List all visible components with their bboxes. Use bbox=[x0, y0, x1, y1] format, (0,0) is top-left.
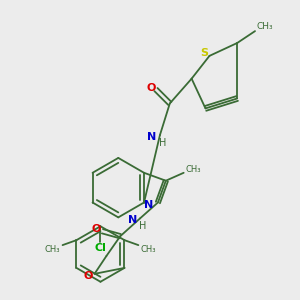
Text: CH₃: CH₃ bbox=[140, 244, 156, 253]
Text: N: N bbox=[128, 215, 137, 225]
Text: S: S bbox=[200, 48, 208, 58]
Text: N: N bbox=[147, 132, 157, 142]
Text: N: N bbox=[144, 200, 154, 211]
Text: H: H bbox=[140, 221, 147, 231]
Text: O: O bbox=[146, 82, 156, 93]
Text: CH₃: CH₃ bbox=[45, 244, 60, 253]
Text: O: O bbox=[84, 271, 93, 281]
Text: O: O bbox=[92, 224, 101, 234]
Text: CH₃: CH₃ bbox=[256, 22, 273, 31]
Text: H: H bbox=[159, 138, 167, 148]
Text: Cl: Cl bbox=[94, 243, 106, 253]
Text: CH₃: CH₃ bbox=[186, 165, 201, 174]
